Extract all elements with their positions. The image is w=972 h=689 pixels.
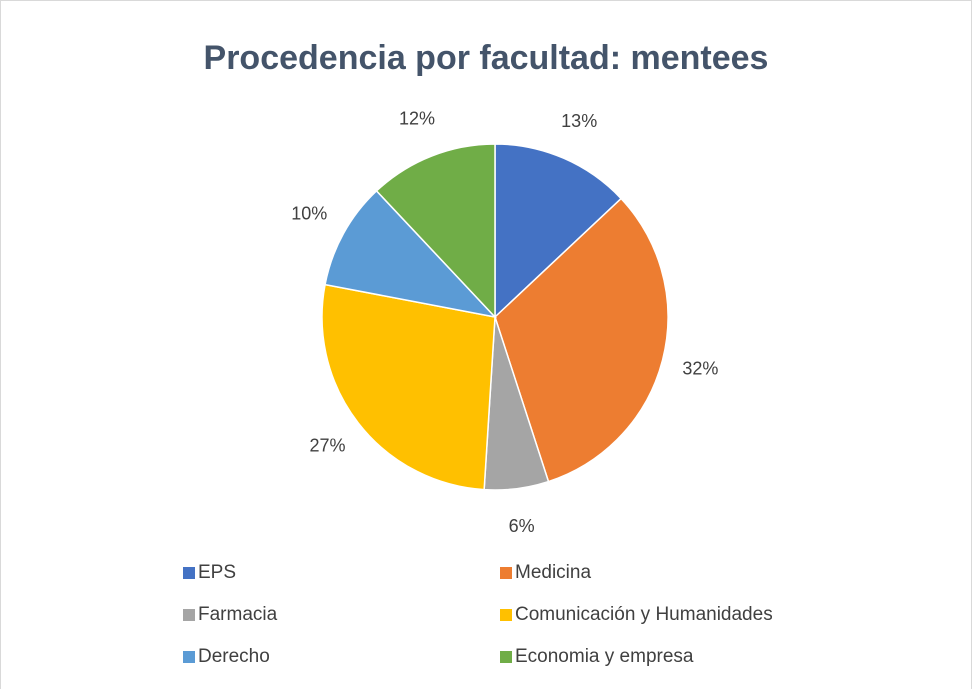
legend-swatch [183, 651, 195, 663]
pie-slice [375, 143, 496, 319]
legend-swatch [500, 651, 512, 663]
pie-slice [494, 197, 669, 483]
pie-slice [324, 189, 498, 319]
data-label: 6% [509, 516, 535, 536]
pie-slice [321, 283, 496, 491]
data-label: 32% [682, 358, 718, 378]
data-label: 10% [291, 204, 327, 224]
pie-slice [494, 143, 623, 319]
legend-label: Economia y empresa [515, 646, 694, 667]
legend-label: Farmacia [198, 604, 278, 625]
legend-label: Comunicación y Humanidades [515, 604, 773, 625]
legend-swatch [500, 567, 512, 579]
data-label: 12% [399, 109, 435, 129]
legend-swatch [183, 609, 195, 621]
data-label: 27% [309, 436, 345, 456]
chart-title: Procedencia por facultad: mentees [204, 39, 769, 77]
data-label: 13% [561, 111, 597, 131]
legend-label: EPS [198, 562, 236, 583]
legend-label: Medicina [515, 562, 591, 583]
legend-swatch [500, 609, 512, 621]
legend-swatch [183, 567, 195, 579]
legend-label: Derecho [198, 646, 270, 667]
